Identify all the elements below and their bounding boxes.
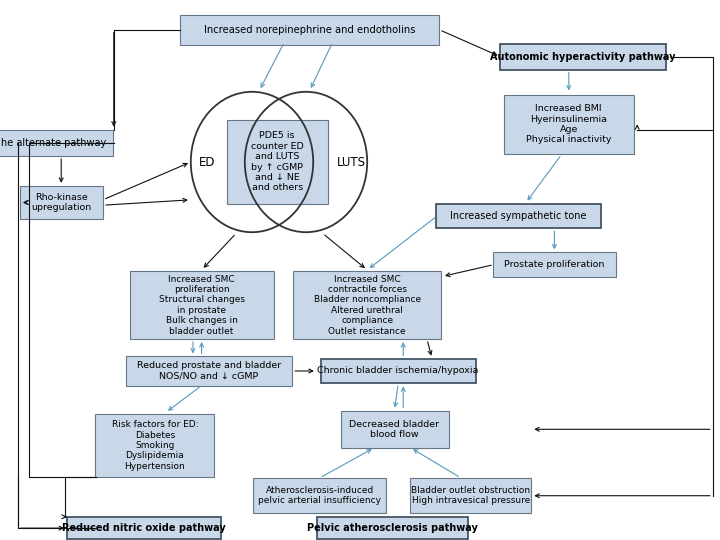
Text: he alternate pathway: he alternate pathway bbox=[1, 138, 107, 148]
FancyBboxPatch shape bbox=[95, 414, 215, 477]
Text: Pelvic atherosclerosis pathway: Pelvic atherosclerosis pathway bbox=[307, 523, 478, 533]
Text: Prostate proliferation: Prostate proliferation bbox=[504, 260, 605, 269]
Text: Rho-kinase
upregulation: Rho-kinase upregulation bbox=[31, 193, 91, 212]
FancyBboxPatch shape bbox=[67, 517, 222, 539]
FancyBboxPatch shape bbox=[410, 478, 531, 513]
FancyBboxPatch shape bbox=[504, 94, 634, 154]
Text: Bladder outlet obstruction
High intravesical pressure: Bladder outlet obstruction High intraves… bbox=[411, 486, 531, 505]
FancyBboxPatch shape bbox=[317, 517, 468, 539]
FancyBboxPatch shape bbox=[227, 120, 328, 204]
FancyBboxPatch shape bbox=[130, 271, 274, 339]
Text: Increased norepinephrine and endotholins: Increased norepinephrine and endotholins bbox=[204, 25, 415, 35]
FancyBboxPatch shape bbox=[493, 252, 616, 277]
Text: Atherosclerosis-induced
pelvic arterial insufficiency: Atherosclerosis-induced pelvic arterial … bbox=[258, 486, 381, 505]
Text: Increased sympathetic tone: Increased sympathetic tone bbox=[450, 211, 587, 221]
FancyBboxPatch shape bbox=[321, 359, 476, 383]
Text: Increased SMC
proliferation
Structural changes
in prostate
Bulk changes in
bladd: Increased SMC proliferation Structural c… bbox=[158, 275, 245, 335]
Text: Reduced prostate and bladder
NOS/NO and ↓ cGMP: Reduced prostate and bladder NOS/NO and … bbox=[137, 361, 281, 381]
Text: PDE5 is
counter ED
and LUTS
by ↑ cGMP
and ↓ NE
and others: PDE5 is counter ED and LUTS by ↑ cGMP an… bbox=[251, 132, 304, 192]
Text: Increased SMC
contractile forces
Bladder noncompliance
Altered urethral
complian: Increased SMC contractile forces Bladder… bbox=[314, 275, 420, 335]
FancyBboxPatch shape bbox=[180, 15, 439, 45]
FancyBboxPatch shape bbox=[20, 186, 103, 219]
Text: Increased BMI
Hyerinsulinemia
Age
Physical inactivity: Increased BMI Hyerinsulinemia Age Physic… bbox=[526, 104, 611, 144]
Text: Autonomic hyperactivity pathway: Autonomic hyperactivity pathway bbox=[490, 52, 676, 62]
Text: LUTS: LUTS bbox=[337, 156, 366, 168]
Text: Chronic bladder ischemia/hypoxia: Chronic bladder ischemia/hypoxia bbox=[318, 367, 479, 375]
FancyBboxPatch shape bbox=[436, 204, 601, 228]
FancyBboxPatch shape bbox=[253, 478, 386, 513]
Text: Decreased bladder
blood flow: Decreased bladder blood flow bbox=[349, 420, 440, 439]
Text: Reduced nitric oxide pathway: Reduced nitric oxide pathway bbox=[62, 523, 226, 533]
FancyBboxPatch shape bbox=[500, 44, 666, 70]
FancyBboxPatch shape bbox=[294, 271, 441, 339]
Text: Risk factors for ED:
Diabetes
Smoking
Dyslipidemia
Hypertension: Risk factors for ED: Diabetes Smoking Dy… bbox=[112, 420, 198, 471]
FancyBboxPatch shape bbox=[341, 411, 449, 448]
Text: ED: ED bbox=[199, 156, 215, 168]
FancyBboxPatch shape bbox=[0, 130, 114, 156]
FancyBboxPatch shape bbox=[126, 356, 292, 386]
